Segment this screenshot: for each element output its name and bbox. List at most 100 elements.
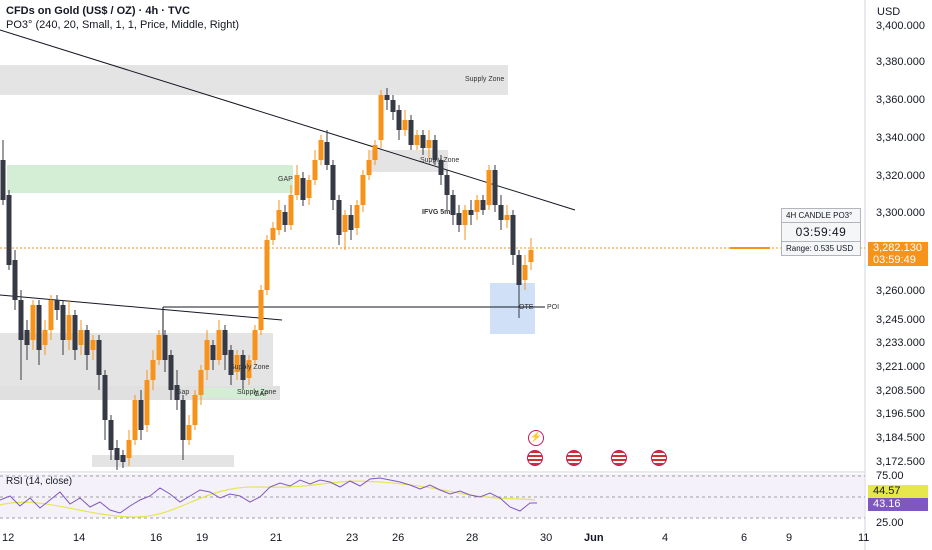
zone-lowest <box>92 455 234 467</box>
candle-body <box>192 395 198 425</box>
us-flag-icon[interactable] <box>527 450 543 466</box>
candle-body <box>342 215 348 232</box>
x-tick: 23 <box>346 532 359 544</box>
x-tick: 30 <box>540 532 553 544</box>
x-tick: 11 <box>858 532 870 544</box>
rsi-label[interactable]: RSI (14, close) <box>6 476 73 487</box>
poi-box <box>490 283 535 334</box>
candlestick-series <box>0 88 534 470</box>
candle-body <box>462 210 468 225</box>
us-flag-icon[interactable] <box>651 450 667 466</box>
x-tick: 26 <box>392 532 405 544</box>
gap-label: GAP <box>278 176 293 183</box>
candle-body <box>96 340 102 375</box>
x-tick: 9 <box>786 532 793 544</box>
candle-body <box>348 215 354 230</box>
candle-body <box>426 140 432 148</box>
candle-body <box>354 205 360 228</box>
supply-zone-label: Supply Zone <box>230 364 270 371</box>
candle-body <box>240 355 246 380</box>
candle-body <box>498 205 504 220</box>
supply-zone-label: Supply Zone <box>237 389 277 396</box>
poi-label: POI <box>547 304 560 311</box>
x-tick: 28 <box>466 532 479 544</box>
x-tick: 12 <box>2 532 15 544</box>
candle-body <box>258 290 264 330</box>
candle-body <box>84 330 90 355</box>
candle-body <box>306 180 312 198</box>
candle-body <box>234 355 240 372</box>
candle-body <box>294 175 300 195</box>
candle-body <box>126 440 132 458</box>
y-tick: 3,184.500 <box>876 432 925 444</box>
candle-body <box>210 345 216 360</box>
ote-label: OTE <box>519 304 534 311</box>
rsi-line <box>0 477 537 514</box>
y-tick: 3,233.000 <box>876 337 925 349</box>
rsi-tick: 75.00 <box>876 470 904 482</box>
candle-body <box>198 370 204 395</box>
candle-body <box>282 212 288 225</box>
x-tick: 6 <box>741 532 748 544</box>
candle-body <box>528 250 534 262</box>
y-tick: 3,245.000 <box>876 314 925 326</box>
currency-label: USD <box>877 6 901 18</box>
y-tick: 3,221.000 <box>876 361 925 373</box>
widget-timer: 03:59:49 <box>782 223 860 242</box>
rsi-ma-tag: 44.57 <box>868 485 928 498</box>
x-tick: 16 <box>150 532 163 544</box>
candle-body <box>120 455 126 462</box>
y-tick: 3,400.000 <box>876 20 925 32</box>
candle-body <box>456 213 462 225</box>
candle-body <box>18 300 24 340</box>
y-tick: 3,340.000 <box>876 132 925 144</box>
y-tick: 3,208.500 <box>876 385 925 397</box>
candle-body <box>12 260 18 300</box>
candle-body <box>378 95 384 140</box>
y-tick: 3,380.000 <box>876 56 925 68</box>
gap-zone-top <box>7 165 293 193</box>
candle-body <box>204 340 210 370</box>
x-tick: 21 <box>270 532 283 544</box>
current-price: 3,282.130 <box>873 242 922 254</box>
us-flag-icon[interactable] <box>611 450 627 466</box>
candle-body <box>390 100 396 112</box>
current-price-tag: 3,282.130 03:59:49 <box>868 242 928 266</box>
candle-body <box>360 175 366 205</box>
candle-body <box>138 400 144 430</box>
candle-body <box>522 265 528 280</box>
y-tick: 3,196.500 <box>876 408 925 420</box>
candle-body <box>492 170 498 205</box>
po3-widget[interactable]: 4H CANDLE PO3° 03:59:49 Range: 0.535 USD <box>781 208 861 256</box>
candle-body <box>132 400 138 440</box>
x-tick: Jun <box>584 532 604 544</box>
candle-body <box>222 330 228 355</box>
candle-body <box>66 315 72 340</box>
candle-body <box>0 160 6 200</box>
candle-countdown: 03:59:49 <box>873 254 916 266</box>
x-tick: 4 <box>662 532 669 544</box>
candle-body <box>246 360 252 378</box>
us-flag-icon[interactable] <box>566 450 582 466</box>
candle-body <box>78 330 84 345</box>
candle-body <box>384 95 390 100</box>
candle-body <box>438 160 444 175</box>
candle-body <box>402 120 408 130</box>
candle-body <box>468 210 474 215</box>
widget-title: 4H CANDLE PO3° <box>782 209 860 223</box>
candle-body <box>180 400 186 440</box>
candle-body <box>480 200 486 210</box>
y-tick: 3,300.000 <box>876 207 925 219</box>
candle-body <box>102 375 108 420</box>
candle-body <box>54 300 60 310</box>
candle-body <box>414 135 420 145</box>
trendline-lower <box>0 294 283 321</box>
candle-body <box>288 195 294 225</box>
candle-body <box>270 228 276 240</box>
candle-body <box>276 210 282 230</box>
candle-body <box>318 140 324 160</box>
lightning-icon[interactable]: ⚡ <box>528 430 544 446</box>
candle-body <box>48 300 54 330</box>
candle-body <box>330 165 336 200</box>
